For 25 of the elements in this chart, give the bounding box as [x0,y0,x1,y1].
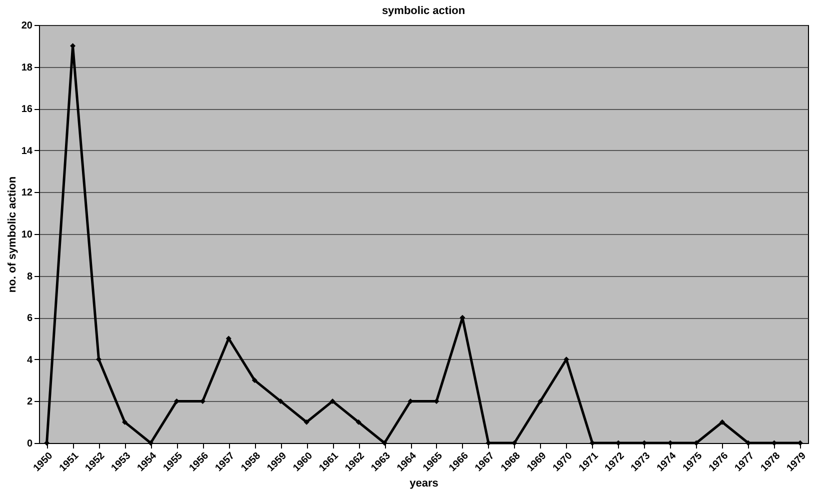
point [720,419,726,425]
y-tick-label: 8 [26,271,33,282]
y-tick-label: 16 [21,104,33,116]
y-tick-label: 10 [21,230,33,240]
y-tick-label: 4 [26,354,33,366]
point [252,378,258,384]
point [148,440,154,446]
point [538,398,544,404]
point [122,419,128,425]
point [356,419,362,425]
y-tick-label: 2 [26,396,33,408]
point [278,398,284,404]
point [382,440,388,446]
point [226,336,232,342]
chart-title: symbolic action [382,5,466,17]
x-axis-title: years [410,477,438,490]
y-tick-label: 18 [21,62,33,74]
y-tick-label: 12 [21,188,33,199]
y-tick-label: 0 [26,438,33,450]
y-axis-title: no. of symbolic action [6,176,18,293]
point [304,419,310,425]
point [330,398,336,404]
y-tick-label: 20 [21,20,33,32]
y-tick-label: 6 [26,313,33,324]
y-tick-label: 14 [21,146,33,157]
